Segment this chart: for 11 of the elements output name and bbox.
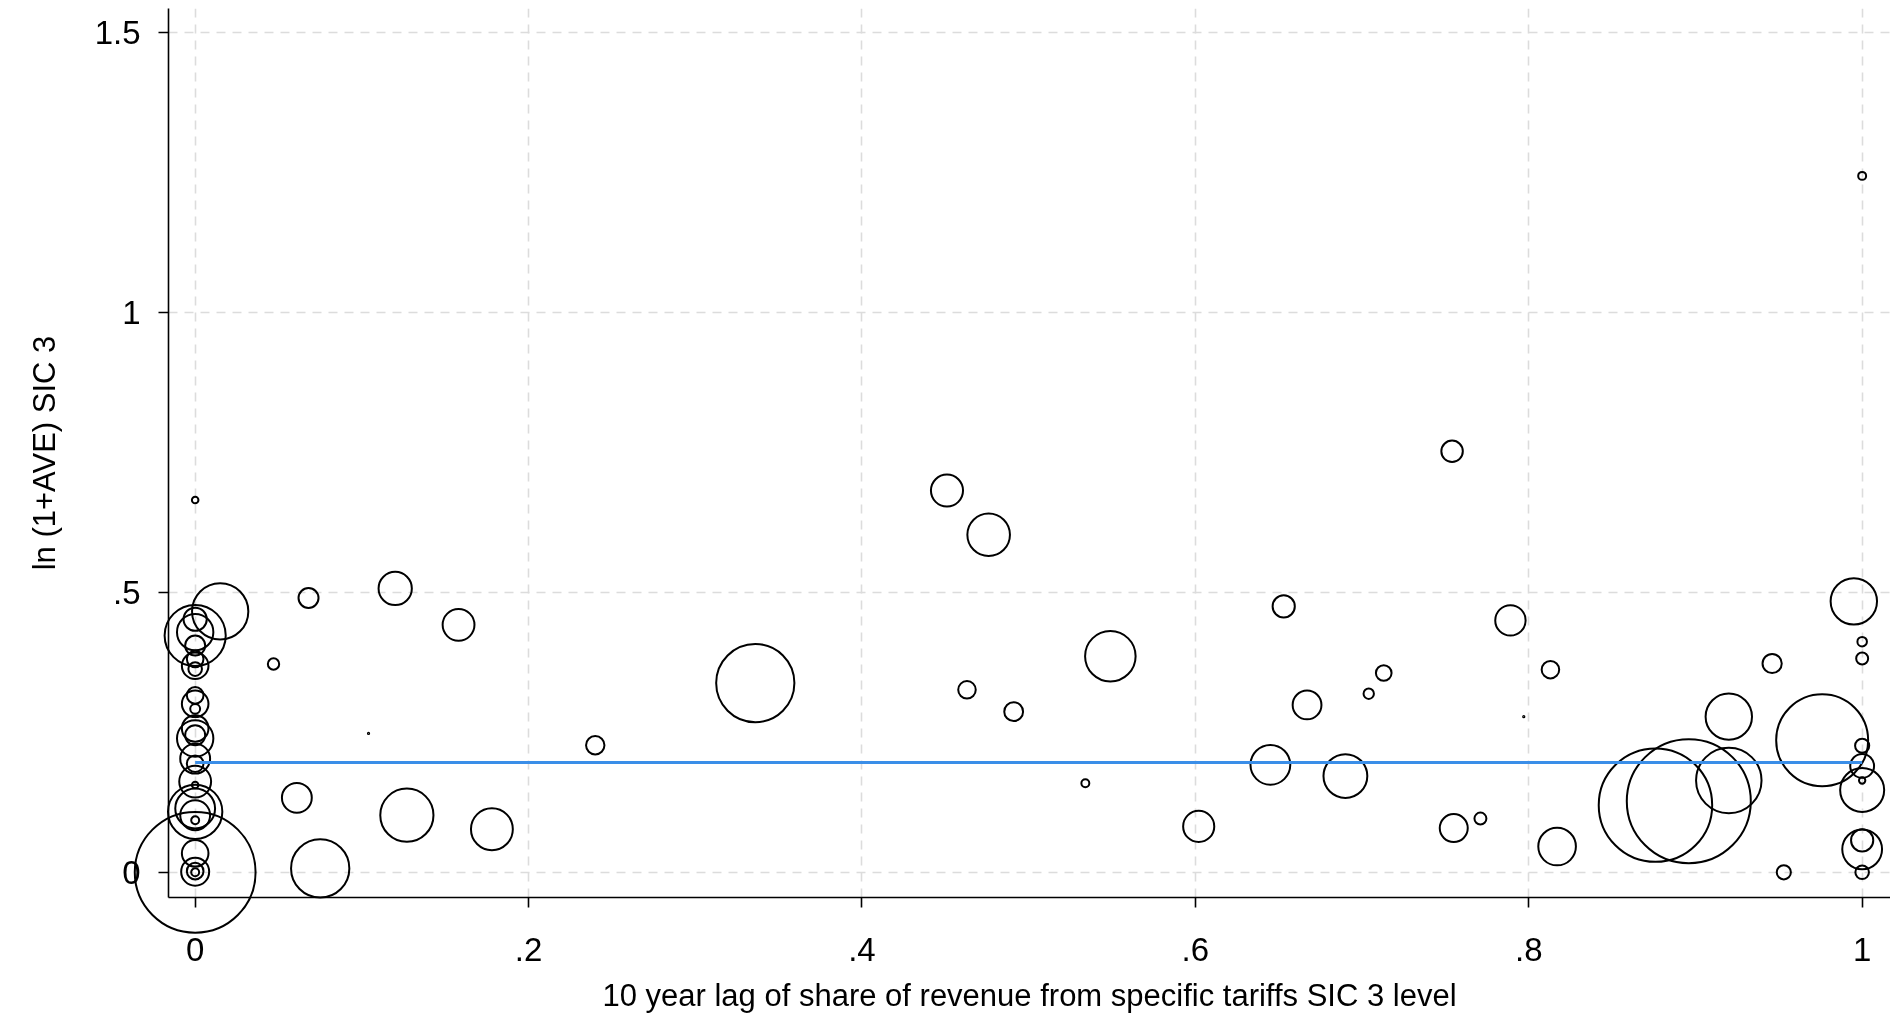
x-tick-label: .2 [514,930,543,968]
y-tick-label: 1.5 [94,14,141,52]
x-tick-label: .4 [848,930,876,968]
x-tick-label: .8 [1515,930,1543,968]
y-tick-label: 1 [122,293,141,331]
x-tick-label: 0 [186,930,205,968]
x-tick-label: 1 [1852,930,1872,968]
x-tick-label: .6 [1181,930,1210,968]
x-axis-title: 10 year lag of share of revenue from specific tariffs SIC 3 level [602,977,1457,1013]
y-axis-title: ln (1+AVE) SIC 3 [26,335,62,571]
y-tick-label: .5 [112,573,141,611]
